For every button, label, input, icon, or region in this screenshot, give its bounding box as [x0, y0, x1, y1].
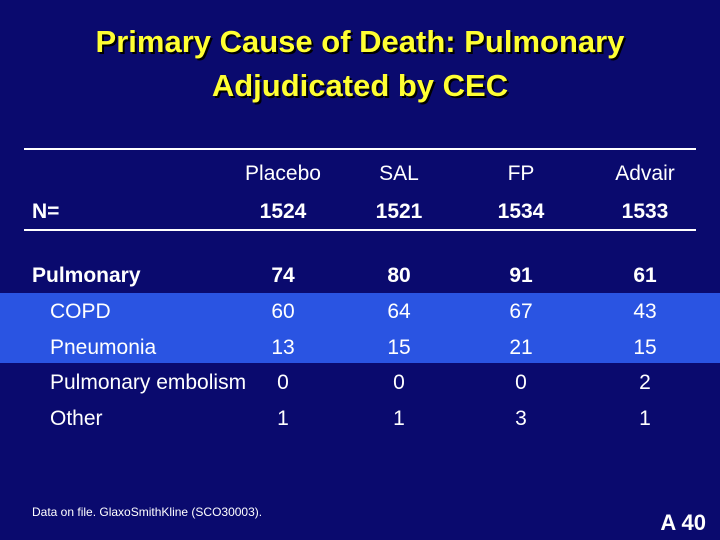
table-cell: 67: [509, 300, 533, 323]
table-top-rule: [24, 148, 696, 150]
column-header-sal: SAL: [379, 162, 419, 185]
table-cell: 80: [387, 264, 411, 287]
table-cell: 2: [639, 371, 651, 394]
row-label-pulmonary: Pulmonary: [32, 264, 141, 287]
row-label-pneumonia: Pneumonia: [50, 336, 157, 359]
table-cell: 0: [277, 371, 289, 394]
table-cell: 1: [393, 407, 405, 430]
column-header-fp: FP: [507, 162, 535, 185]
table-cell: 43: [633, 300, 657, 323]
table-cell: 1: [277, 407, 289, 430]
n-row-label: N=: [32, 200, 60, 223]
table-cell: 21: [509, 336, 533, 359]
n-value-advair: 1533: [621, 200, 669, 223]
row-label-copd: COPD: [50, 300, 111, 323]
n-value-sal: 1521: [375, 200, 423, 223]
table-cell: 3: [515, 407, 527, 430]
n-value-fp: 1534: [497, 200, 545, 223]
row-label-pulmonary-embolism: Pulmonary embolism: [50, 371, 247, 394]
table-cell: 60: [271, 300, 295, 323]
column-header-advair: Advair: [615, 162, 675, 185]
table-cell: 15: [387, 336, 411, 359]
table-cell: 1: [639, 407, 651, 430]
table-header-rule: [24, 229, 696, 231]
row-label-other: Other: [50, 407, 103, 430]
table-cell: 0: [393, 371, 405, 394]
source-footnote: Data on file. GlaxoSmithKline (SCO30003)…: [32, 505, 263, 519]
highlight-band: [0, 293, 720, 363]
table-cell: 64: [387, 300, 411, 323]
table-cell: 74: [271, 264, 295, 287]
slide-subtitle: Adjudicated by CEC: [211, 68, 509, 103]
slide-title: Primary Cause of Death: Pulmonary: [95, 24, 625, 59]
n-value-placebo: 1524: [259, 200, 307, 223]
table-cell: 91: [509, 264, 533, 287]
slide-number: A 40: [660, 510, 706, 535]
table-cell: 13: [271, 336, 295, 359]
table-cell: 15: [633, 336, 657, 359]
table-cell: 0: [515, 371, 527, 394]
column-header-placebo: Placebo: [245, 162, 321, 185]
table-cell: 61: [633, 264, 657, 287]
